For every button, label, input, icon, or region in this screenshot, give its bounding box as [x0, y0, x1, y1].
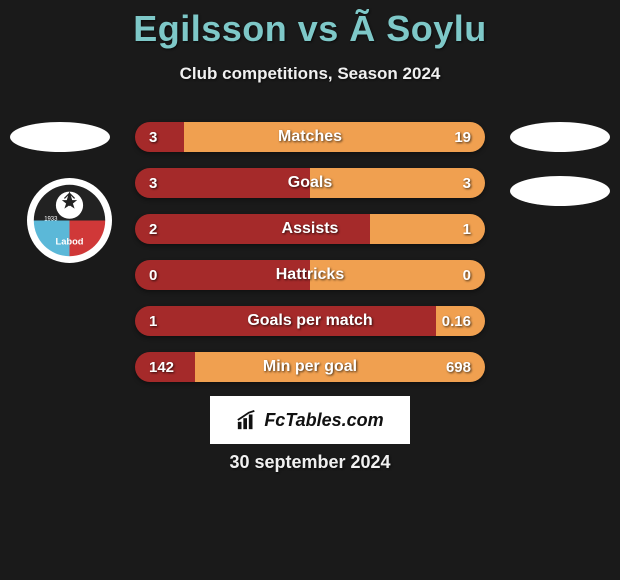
bar-value-right: 1 — [463, 214, 471, 244]
page-title: Egilsson vs Ã Soylu — [0, 0, 620, 50]
stat-bar: Goals per match10.16 — [135, 306, 485, 336]
bar-value-right: 3 — [463, 168, 471, 198]
bar-value-left: 2 — [149, 214, 157, 244]
svg-text:Labod: Labod — [55, 236, 83, 246]
stat-bar: Hattricks00 — [135, 260, 485, 290]
svg-text:1933: 1933 — [44, 217, 58, 223]
stats-bars: Matches319Goals33Assists21Hattricks00Goa… — [135, 122, 485, 398]
page-subtitle: Club competitions, Season 2024 — [0, 64, 620, 84]
bar-value-right: 0.16 — [442, 306, 471, 336]
bar-right-fill — [195, 352, 486, 382]
bar-value-left: 3 — [149, 122, 157, 152]
player-left-badge — [10, 122, 110, 152]
fctables-watermark: FcTables.com — [210, 396, 410, 444]
bar-value-right: 698 — [446, 352, 471, 382]
bar-left-fill — [135, 214, 370, 244]
chart-icon — [236, 409, 258, 431]
bar-value-left: 0 — [149, 260, 157, 290]
bar-value-right: 19 — [454, 122, 471, 152]
player-right-badge-1 — [510, 122, 610, 152]
bar-value-left: 142 — [149, 352, 174, 382]
bar-left-fill — [135, 306, 436, 336]
bar-value-left: 3 — [149, 168, 157, 198]
club-logo: Labod 1933 — [27, 178, 112, 263]
bar-right-fill — [310, 260, 485, 290]
bar-left-fill — [135, 168, 310, 198]
stat-bar: Matches319 — [135, 122, 485, 152]
bar-left-fill — [135, 260, 310, 290]
bar-value-right: 0 — [463, 260, 471, 290]
stat-bar: Assists21 — [135, 214, 485, 244]
bar-left-fill — [135, 122, 184, 152]
date-label: 30 september 2024 — [0, 452, 620, 473]
stat-bar: Goals33 — [135, 168, 485, 198]
bar-right-fill — [310, 168, 485, 198]
player-right-badge-2 — [510, 176, 610, 206]
stat-bar: Min per goal142698 — [135, 352, 485, 382]
bar-right-fill — [184, 122, 485, 152]
fctables-label: FcTables.com — [264, 410, 383, 431]
bar-value-left: 1 — [149, 306, 157, 336]
